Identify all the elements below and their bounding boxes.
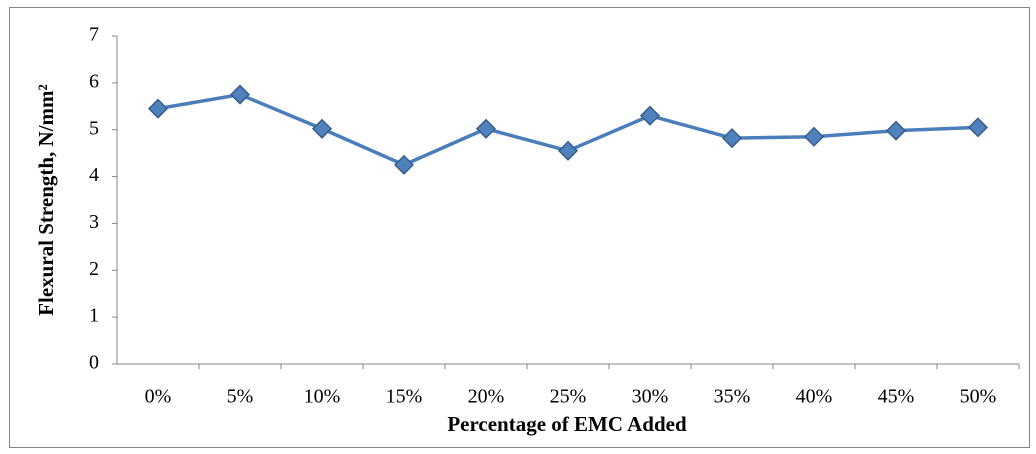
marker [147,98,169,119]
x-tick-label: 5% [227,386,254,408]
x-tick-label: 30% [632,386,669,408]
x-tick-label: 15% [386,386,423,408]
x-tick-label: 45% [878,386,915,408]
x-tick-label: 0% [145,386,172,408]
marker [803,126,825,147]
y-tick-label: 2 [89,258,99,280]
marker [639,105,661,126]
y-tick-label: 7 [89,24,99,46]
x-tick-label: 25% [550,386,587,408]
x-axis-title: Percentage of EMC Added [447,412,687,436]
y-tick-label: 0 [89,352,99,374]
y-tick-label: 5 [89,117,99,139]
marker [311,118,333,139]
y-tick-label: 3 [89,211,99,233]
x-tick-label: 20% [468,386,505,408]
marker [393,154,415,175]
marker [475,118,497,139]
marker [557,140,579,161]
y-tick-label: 4 [89,164,99,186]
x-tick-label: 10% [304,386,341,408]
marker [721,128,743,149]
marker [967,117,989,138]
x-tick-label: 35% [714,386,751,408]
marker [229,84,251,105]
x-tick-label: 40% [796,386,833,408]
y-tick-label: 1 [89,305,99,327]
marker [885,120,907,141]
y-tick-label: 6 [89,70,99,92]
y-axis-title: Flexural Strength, N/mm² [34,84,58,316]
x-tick-label: 50% [960,386,997,408]
chart-frame [9,7,1030,448]
